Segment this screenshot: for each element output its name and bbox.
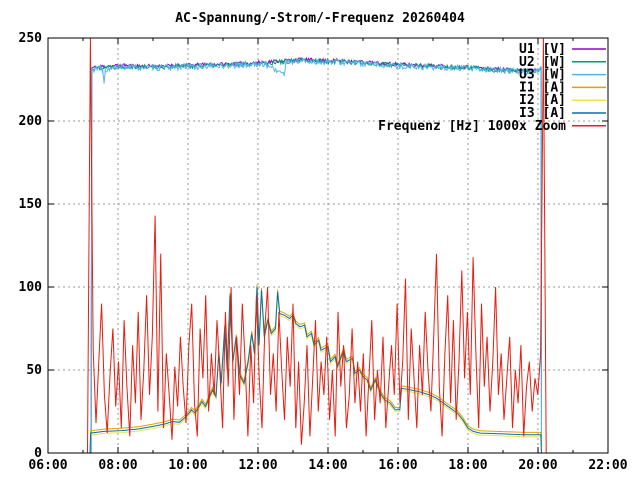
x-tick-label: 20:00	[518, 458, 557, 473]
x-tick-label: 06:00	[28, 458, 67, 473]
x-tick-label: 10:00	[168, 458, 207, 473]
axes-layer: 06:00 08:00 10:00 12:00 14:00 16:00 18:00 20:00…	[19, 31, 628, 473]
legend-label: Frequenz [Hz] 1000x Zoom	[378, 119, 566, 134]
legend-label: U1 [V]	[519, 42, 566, 57]
y-tick-label: 50	[26, 363, 42, 378]
y-tick-label: 0	[34, 446, 42, 461]
series-line-u3-w	[90, 57, 542, 454]
plot-title: AC-Spannung/-Strom/-Frequenz 20260404	[175, 11, 465, 26]
x-tick-label: 16:00	[378, 458, 417, 473]
legend-label: I3 [A]	[519, 106, 566, 121]
y-tick-label: 100	[19, 280, 43, 295]
x-tick-label: 18:00	[448, 458, 487, 473]
x-tick-label: 12:00	[238, 458, 277, 473]
y-tick-label: 200	[19, 114, 43, 129]
x-tick-label: 08:00	[98, 458, 137, 473]
y-tick-label: 150	[19, 197, 43, 212]
series-line-frequenz-hz-1000x-zoom	[87, 37, 547, 454]
legend-label: I2 [A]	[519, 93, 566, 108]
x-tick-label: 22:00	[588, 458, 627, 473]
series-layer	[87, 37, 547, 454]
y-tick-label: 250	[19, 31, 43, 46]
legend: U1 [V]U2 [W]U3 [W]I1 [A]I2 [A]I3 [A]Freq…	[378, 42, 606, 134]
x-tick-label: 14:00	[308, 458, 347, 473]
legend-label: U3 [W]	[519, 68, 566, 83]
legend-label: I1 [A]	[519, 80, 566, 95]
legend-label: U2 [W]	[519, 55, 566, 70]
